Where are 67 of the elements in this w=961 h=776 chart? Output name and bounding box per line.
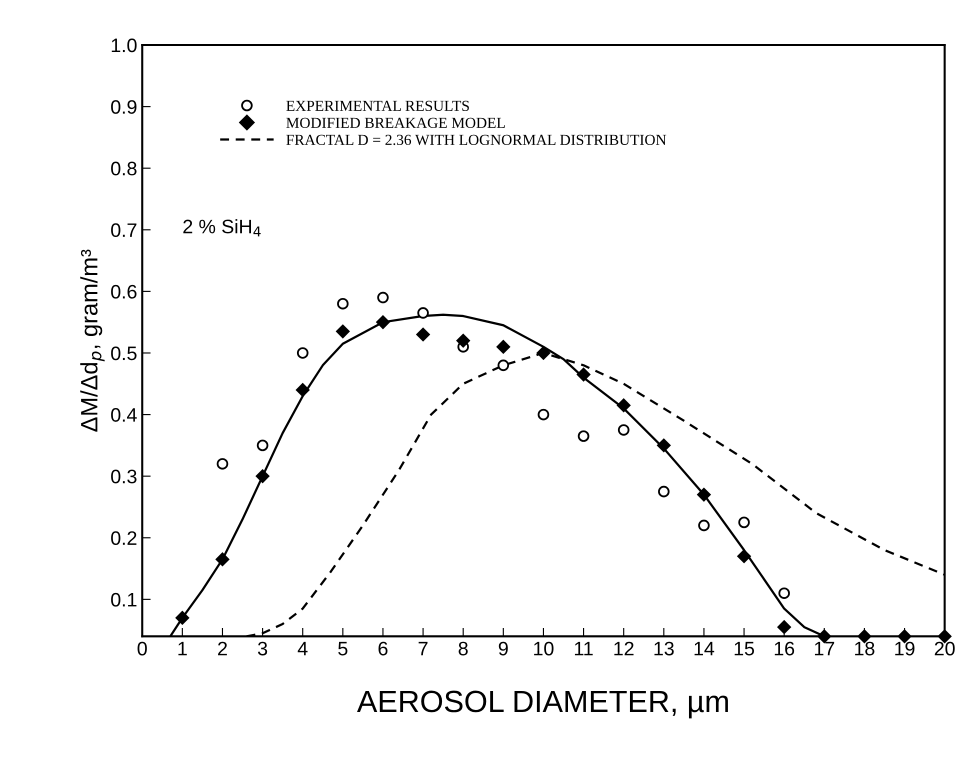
annotation: 2 % SiH$_{4}$ xyxy=(183,219,261,236)
y-tick-label: 0.5 xyxy=(111,346,137,360)
point xyxy=(337,298,349,310)
point xyxy=(778,587,790,599)
point xyxy=(336,324,350,338)
x-tick-label: 15 xyxy=(734,642,754,656)
x-tick-label: 1 xyxy=(178,642,187,656)
y-tick-label: 0.8 xyxy=(111,162,137,176)
x-tick-label: 10 xyxy=(534,642,554,656)
x-axis-title: AEROSOL DIAMETER, µm xyxy=(357,690,728,718)
legend-label: EXPERIMENTAL RESULTS xyxy=(286,100,469,111)
y-tick-label: 1.0 xyxy=(112,38,137,52)
point xyxy=(536,346,550,360)
x-tick-label: 20 xyxy=(934,642,955,656)
x-tick-label: 17 xyxy=(814,642,834,656)
x-tick-label: 12 xyxy=(614,642,634,656)
point xyxy=(658,486,670,498)
x-tick-label: 5 xyxy=(338,642,348,656)
y-tick-label: 0.3 xyxy=(111,470,137,484)
x-tick-label: 6 xyxy=(378,642,388,656)
x-tick-label: 16 xyxy=(774,642,794,656)
point xyxy=(697,488,711,502)
x-tick-label: 19 xyxy=(895,642,914,656)
point xyxy=(296,383,310,397)
point xyxy=(456,334,470,348)
point xyxy=(256,440,268,452)
point xyxy=(538,408,550,420)
point xyxy=(618,424,630,436)
x-tick-label: 18 xyxy=(855,642,874,656)
x-tick-label: 8 xyxy=(458,642,468,656)
y-tick-label: 0.1 xyxy=(111,592,136,607)
x-tick-label: 4 xyxy=(298,642,308,656)
legend-label: FRACTAL D = 2.36 WITH LOGNORMAL DISTRIBUTION xyxy=(286,134,666,146)
point xyxy=(616,398,630,412)
point xyxy=(256,469,270,483)
x-tick-label: 3 xyxy=(258,642,268,656)
point xyxy=(498,360,510,372)
x-tick-label: 9 xyxy=(498,642,508,656)
x-tick-label: 2 xyxy=(218,642,227,656)
point xyxy=(296,347,308,359)
x-tick-label: 11 xyxy=(574,642,593,656)
point xyxy=(657,438,671,452)
y-tick-label: 0.2 xyxy=(111,531,136,546)
point xyxy=(496,340,510,354)
point xyxy=(417,307,429,319)
y-tick-label: 0.9 xyxy=(111,100,136,114)
point xyxy=(377,292,389,304)
point xyxy=(416,328,430,342)
x-tick-label: 7 xyxy=(418,642,428,656)
point xyxy=(777,620,791,634)
point xyxy=(737,549,751,564)
point xyxy=(738,516,750,528)
y-tick-label: 0.4 xyxy=(111,408,137,422)
point xyxy=(698,520,710,532)
x-tick-label: 13 xyxy=(654,642,674,656)
point xyxy=(216,552,230,566)
point xyxy=(576,368,590,382)
legend-label: MODIFIED BREAKAGE MODEL xyxy=(286,118,505,128)
point xyxy=(376,315,390,329)
point xyxy=(578,430,590,442)
x-tick-label: 0 xyxy=(138,642,147,656)
y-tick-label: 0.7 xyxy=(111,223,136,238)
y-tick-label: 0.6 xyxy=(111,284,137,299)
point xyxy=(176,611,190,625)
point xyxy=(216,458,228,470)
y-axis-title: ΔM/Δd$_{p}$, gram/m³ xyxy=(80,250,105,432)
x-tick-label: 14 xyxy=(694,642,714,656)
